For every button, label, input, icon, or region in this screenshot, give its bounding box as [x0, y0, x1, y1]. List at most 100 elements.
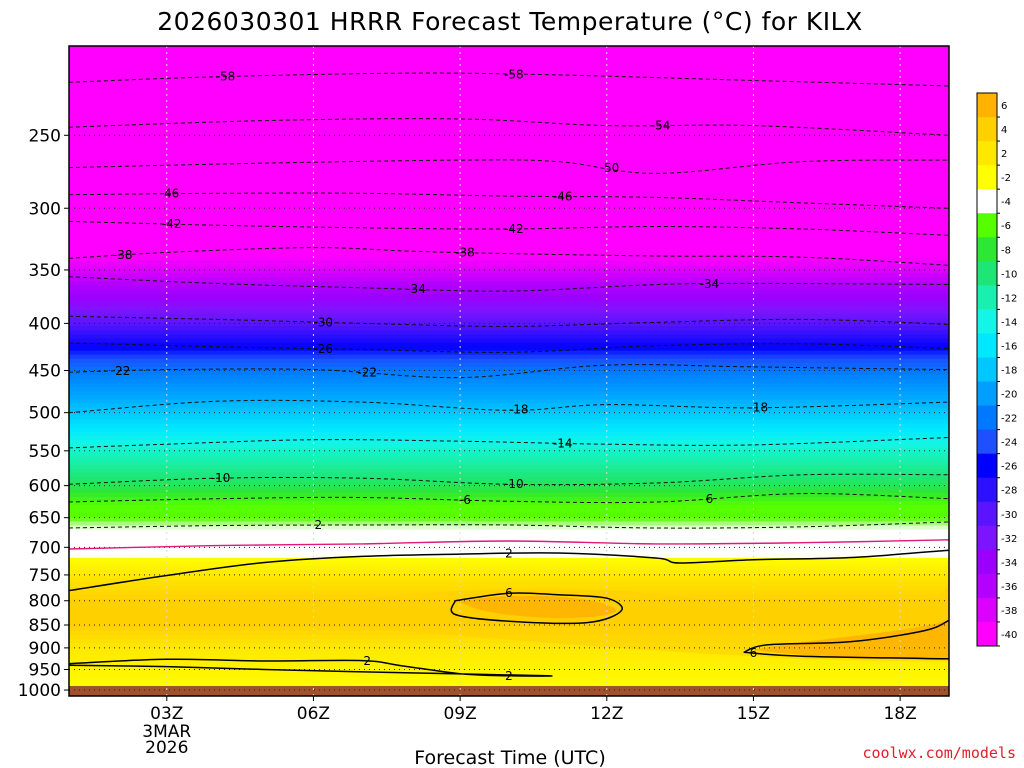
- shade-band: [69, 212, 949, 218]
- colorbar: 6 4 2 -2 -4 -6 -8 -10 -12 -14 -16 -18 -20 -22 -24 -26 -2…: [976, 92, 1017, 647]
- isotherm-solid: [450, 592, 623, 625]
- shade-band: [69, 90, 949, 96]
- shade-band: [69, 561, 949, 567]
- y-tick-label: 650: [29, 509, 61, 529]
- shade-band: [69, 488, 949, 494]
- isotherm-dashed: [69, 72, 949, 87]
- contour-label-text: -10: [504, 477, 524, 491]
- shade-band: [69, 135, 949, 141]
- colorbar-swatch: [977, 525, 997, 551]
- grid-lines: [69, 46, 949, 696]
- shade-band: [69, 557, 949, 563]
- shade-band: [69, 301, 949, 307]
- shade-band: [69, 236, 949, 242]
- shade-band: [69, 334, 949, 340]
- shade-band: [69, 655, 949, 661]
- colorbar-swatch: [977, 477, 997, 503]
- shade-band: [69, 131, 949, 136]
- contour-label-text: -46: [553, 190, 573, 204]
- colorbar-swatch: [977, 621, 997, 647]
- shade-band: [69, 415, 949, 421]
- shade-band: [69, 663, 949, 669]
- y-tick-label: 750: [29, 566, 61, 586]
- contour-label: -6: [459, 493, 471, 507]
- isotherm-dashed: [69, 159, 949, 174]
- shade-band: [69, 423, 949, 429]
- shade-band: [69, 549, 949, 555]
- shade-band: [69, 468, 949, 474]
- y-tick-label: 250: [29, 126, 61, 146]
- colorbar-label: -40: [1001, 630, 1017, 641]
- shade-band: [69, 326, 949, 331]
- colorbar-swatch: [977, 141, 997, 166]
- shade-band: [69, 529, 949, 535]
- colorbar-label: -28: [1001, 486, 1017, 497]
- shade-band: [69, 310, 949, 315]
- isotherm-solid: [743, 619, 949, 654]
- shade-band: [69, 460, 949, 466]
- shade-band: [69, 261, 949, 266]
- isotherm-dashed: [69, 364, 949, 379]
- contour-label-text: 6: [750, 646, 758, 660]
- colorbar-frame: [976, 92, 998, 647]
- shade-band: [69, 513, 949, 518]
- shade-band: [69, 366, 949, 372]
- x-tick-label: 18Z: [883, 704, 916, 724]
- shade-band: [69, 224, 949, 230]
- shade-band: [69, 342, 949, 348]
- contour-label: 2: [363, 654, 371, 668]
- colorbar-swatch: [977, 165, 997, 190]
- colorbar-label: -22: [1001, 414, 1017, 425]
- contour-label: -38: [113, 248, 133, 262]
- shade-band: [69, 399, 949, 405]
- y-tick-label: 1000: [18, 681, 61, 701]
- shade-band: [69, 204, 949, 210]
- colorbar-swatch: [977, 117, 997, 142]
- shade-band: [69, 651, 949, 656]
- shade-band: [69, 452, 949, 457]
- shade-band: [69, 167, 949, 173]
- contour-label: -46: [553, 190, 573, 204]
- contour-label-text: -18: [749, 401, 769, 415]
- shade-band: [69, 82, 949, 88]
- shade-band: [69, 50, 949, 55]
- freezing-line: [69, 539, 949, 550]
- shade-band: [69, 505, 949, 510]
- y-tick-label: 600: [29, 477, 61, 497]
- x-tick-date-label: 2026: [145, 738, 188, 758]
- shade-band: [69, 94, 949, 100]
- colorbar-swatch: [977, 573, 997, 599]
- shade-band: [69, 391, 949, 396]
- contour-label-text: -14: [553, 436, 573, 450]
- colorbar-swatch: [977, 93, 997, 118]
- shade-band: [69, 395, 949, 401]
- colorbar-swatch: [977, 429, 997, 455]
- shade-band: [69, 338, 949, 344]
- shade-band: [69, 586, 949, 591]
- colorbar-swatch: [977, 237, 997, 262]
- shade-band: [69, 509, 949, 514]
- shade-band: [69, 484, 949, 490]
- colorbar-label: -24: [1001, 438, 1017, 449]
- shade-band: [69, 208, 949, 214]
- contour-label: -30: [313, 315, 333, 329]
- shade-band: [69, 427, 949, 433]
- contour-label: -58: [504, 67, 524, 81]
- contour-label-text: 46: [164, 187, 179, 201]
- shade-band: [69, 354, 949, 360]
- isotherm-dashed: [69, 399, 949, 414]
- contour-label-text: -42: [504, 222, 524, 236]
- shade-band: [69, 675, 949, 681]
- credit-link[interactable]: coolwx.com/models: [862, 744, 1016, 762]
- shade-band: [69, 123, 949, 128]
- shade-band: [69, 574, 949, 579]
- shade-band: [69, 533, 949, 539]
- shade-band: [69, 314, 949, 319]
- shade-band: [69, 70, 949, 76]
- shade-band: [69, 143, 949, 149]
- colorbar-swatch: [977, 501, 997, 527]
- shade-band: [69, 671, 949, 677]
- shade-band: [69, 249, 949, 254]
